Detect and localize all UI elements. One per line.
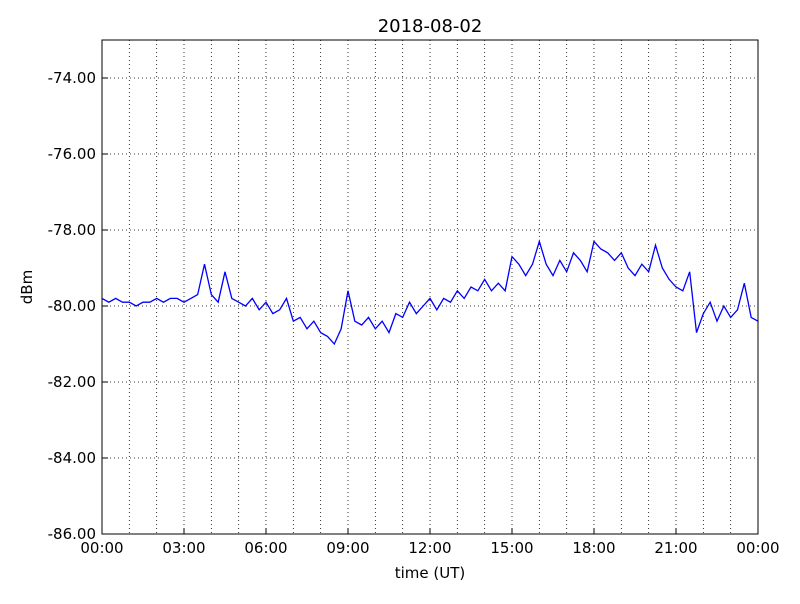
y-tick-label: -86.00	[48, 525, 96, 543]
y-tick-label: -84.00	[48, 449, 96, 467]
y-tick-label: -78.00	[48, 221, 96, 239]
x-axis-label: time (UT)	[395, 564, 466, 582]
x-tick-label: 15:00	[490, 539, 533, 557]
x-tick-label: 18:00	[572, 539, 615, 557]
x-tick-label: 09:00	[326, 539, 369, 557]
chart-title: 2018-08-02	[378, 16, 483, 37]
data-line	[101, 239, 759, 346]
x-tick-label: 00:00	[736, 539, 779, 557]
y-tick-label: -82.00	[48, 373, 96, 391]
x-tick-label: 06:00	[244, 539, 287, 557]
y-tick-label: -80.00	[48, 297, 96, 315]
y-axis-label: dBm	[18, 270, 36, 304]
x-tick-label: 21:00	[654, 539, 697, 557]
x-tick-label: 12:00	[408, 539, 451, 557]
x-tick-label: 03:00	[162, 539, 205, 557]
y-tick-label: -76.00	[48, 145, 96, 163]
x-tick-label: 00:00	[80, 539, 123, 557]
plot-frame	[101, 39, 759, 535]
y-tick-label: -74.00	[48, 69, 96, 87]
